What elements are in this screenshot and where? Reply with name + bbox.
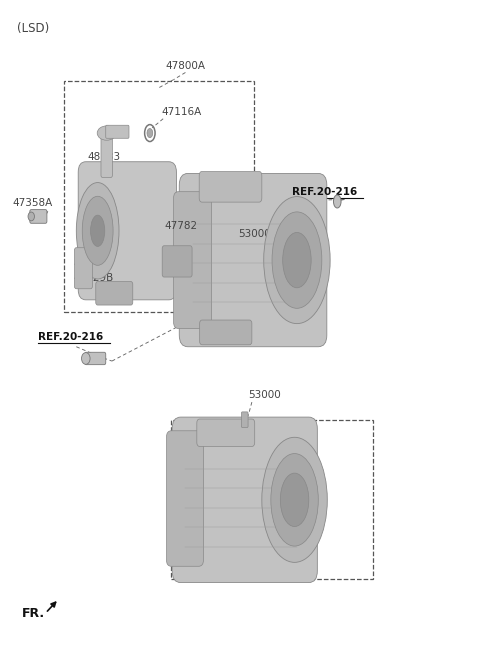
Ellipse shape [272,212,322,308]
FancyBboxPatch shape [179,173,327,347]
FancyBboxPatch shape [106,125,129,138]
FancyBboxPatch shape [101,131,112,177]
Text: 53000: 53000 [239,229,271,239]
Text: 47782: 47782 [164,221,197,231]
Ellipse shape [334,195,341,208]
Ellipse shape [262,438,327,562]
Text: 47800A: 47800A [166,61,205,71]
Ellipse shape [28,212,35,221]
Text: REF.20-216: REF.20-216 [38,332,104,342]
Ellipse shape [76,183,119,279]
Ellipse shape [283,233,311,288]
Bar [171,420,373,579]
FancyBboxPatch shape [74,248,93,289]
FancyBboxPatch shape [199,171,262,202]
Ellipse shape [84,355,89,362]
Ellipse shape [264,196,330,324]
Text: 53000: 53000 [249,390,281,400]
Ellipse shape [91,215,105,246]
Text: (LSD): (LSD) [17,22,49,35]
Text: 47358A: 47358A [12,198,52,208]
Ellipse shape [271,453,318,546]
FancyBboxPatch shape [197,419,255,446]
Text: 47390B: 47390B [73,259,113,269]
FancyBboxPatch shape [30,210,47,223]
FancyBboxPatch shape [174,192,212,328]
FancyBboxPatch shape [78,162,177,300]
FancyBboxPatch shape [167,431,204,566]
Bar [64,81,254,312]
FancyBboxPatch shape [96,282,133,305]
Text: 48633: 48633 [87,152,120,162]
Text: 48629B: 48629B [73,273,113,283]
Ellipse shape [97,126,116,140]
FancyBboxPatch shape [85,352,106,365]
FancyBboxPatch shape [241,412,248,428]
Text: REF.20-216: REF.20-216 [292,187,358,197]
Ellipse shape [280,473,309,526]
Ellipse shape [82,196,113,265]
FancyBboxPatch shape [200,320,252,345]
FancyBboxPatch shape [172,417,317,583]
Text: FR.: FR. [22,606,45,620]
Ellipse shape [82,353,90,365]
Text: 47116A: 47116A [162,108,202,118]
FancyBboxPatch shape [162,246,192,277]
Ellipse shape [147,129,153,137]
